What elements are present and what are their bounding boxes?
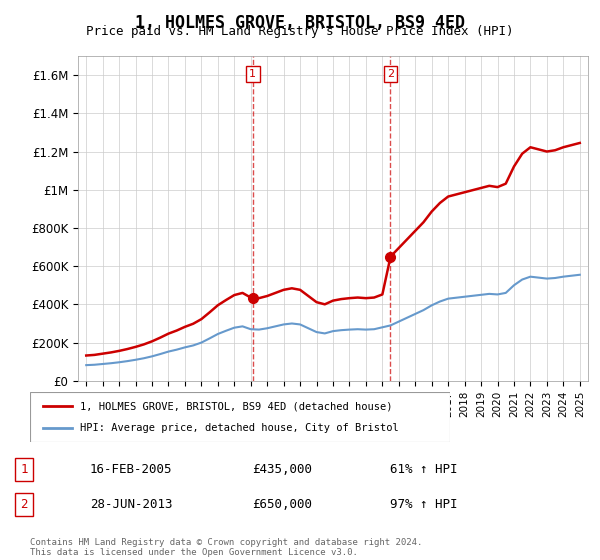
Text: 1, HOLMES GROVE, BRISTOL, BS9 4ED: 1, HOLMES GROVE, BRISTOL, BS9 4ED	[135, 14, 465, 32]
Text: 2: 2	[20, 498, 28, 511]
Text: Contains HM Land Registry data © Crown copyright and database right 2024.
This d: Contains HM Land Registry data © Crown c…	[30, 538, 422, 557]
Text: 1: 1	[20, 464, 28, 477]
Text: 16-FEB-2005: 16-FEB-2005	[90, 464, 173, 477]
Text: Price paid vs. HM Land Registry's House Price Index (HPI): Price paid vs. HM Land Registry's House …	[86, 25, 514, 38]
Text: 1, HOLMES GROVE, BRISTOL, BS9 4ED (detached house): 1, HOLMES GROVE, BRISTOL, BS9 4ED (detac…	[80, 401, 393, 411]
FancyBboxPatch shape	[30, 392, 450, 442]
Text: 97% ↑ HPI: 97% ↑ HPI	[390, 498, 458, 511]
Text: 61% ↑ HPI: 61% ↑ HPI	[390, 464, 458, 477]
Text: 28-JUN-2013: 28-JUN-2013	[90, 498, 173, 511]
Text: HPI: Average price, detached house, City of Bristol: HPI: Average price, detached house, City…	[80, 423, 399, 433]
Text: £650,000: £650,000	[252, 498, 312, 511]
Text: 1: 1	[249, 69, 256, 79]
Text: £435,000: £435,000	[252, 464, 312, 477]
Text: 2: 2	[387, 69, 394, 79]
